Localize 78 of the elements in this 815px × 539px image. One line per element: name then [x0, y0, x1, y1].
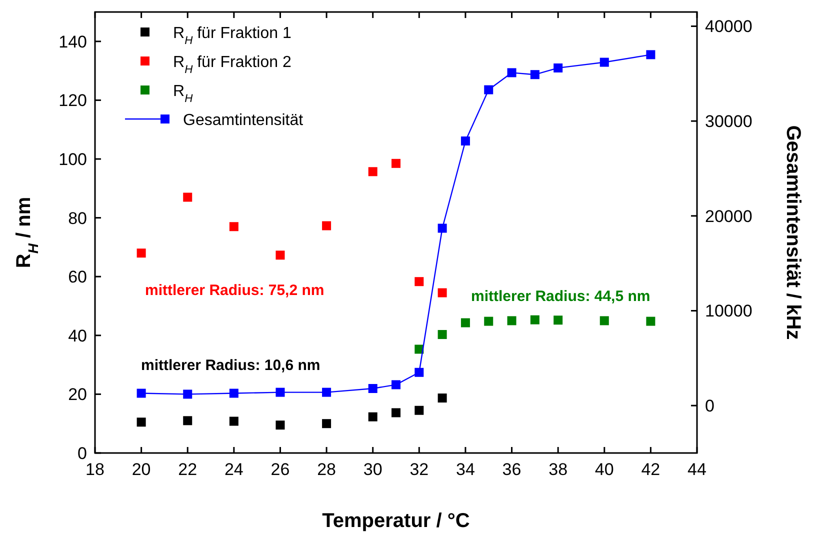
point	[530, 315, 540, 324]
legend-label: R$_{H}$ für Fraktion 2	[173, 54, 292, 76]
point	[322, 221, 332, 230]
point	[368, 384, 378, 394]
x-tick-label: 30	[363, 460, 382, 479]
annotation: mittlerer Radius: 10,6 nm	[141, 357, 320, 374]
point	[136, 418, 146, 427]
point	[484, 85, 494, 94]
point	[600, 316, 609, 326]
point	[414, 277, 424, 286]
annotation: mittlerer Radius: 44,5 nm	[471, 288, 650, 305]
point	[438, 394, 447, 403]
point	[368, 167, 378, 176]
point	[276, 388, 285, 397]
point	[554, 316, 563, 325]
x-tick-label: 40	[594, 460, 614, 479]
point	[438, 330, 447, 340]
point	[183, 390, 192, 399]
point	[322, 419, 332, 428]
point	[229, 222, 238, 232]
point	[322, 388, 332, 397]
y2-tick-label: 0	[705, 396, 714, 416]
point	[392, 408, 400, 418]
point	[484, 316, 494, 326]
legend-label: R$_{H}$ für Fraktion 1	[173, 25, 292, 47]
point	[414, 406, 424, 415]
annotation: mittlerer Radius: 75,2 nm	[145, 282, 324, 299]
y2-tick-label: 40000	[705, 17, 752, 36]
point	[507, 68, 516, 78]
point	[136, 388, 146, 398]
point	[460, 318, 470, 328]
y-tick-label: 120	[58, 91, 87, 110]
y2-tick-label: 10000	[705, 302, 752, 321]
point	[600, 58, 609, 67]
y-tick-label: 40	[68, 326, 87, 346]
point	[414, 368, 424, 377]
x-tick-label: 20	[132, 460, 151, 479]
point	[229, 416, 238, 426]
point	[392, 158, 400, 168]
point	[646, 316, 656, 326]
point	[229, 388, 238, 398]
point	[392, 380, 400, 390]
point	[646, 50, 656, 60]
y-tick-label: 100	[58, 150, 87, 169]
point	[183, 192, 192, 202]
x-tick-label: 18	[86, 460, 104, 479]
point	[438, 288, 447, 298]
x-tick-label: 26	[270, 460, 290, 479]
point	[554, 63, 563, 72]
x-tick-label: 36	[502, 460, 522, 479]
legend-label: Gesamtintensität	[183, 112, 304, 129]
x-tick-label: 32	[410, 460, 429, 479]
y-tick-label: 80	[68, 208, 87, 228]
y-tick-label: 20	[68, 385, 87, 404]
y-tick-label: 0	[78, 444, 87, 463]
point	[183, 416, 192, 426]
x-tick-label: 22	[178, 460, 198, 479]
x-tick-label: 34	[456, 460, 475, 479]
y2-axis-title: Gesamtintensität / kHz	[782, 125, 804, 340]
x-tick-label: 42	[641, 460, 660, 479]
point	[530, 70, 540, 80]
x-tick-label: 28	[317, 460, 336, 479]
x-tick-label: 24	[224, 460, 244, 479]
point	[438, 224, 447, 233]
point	[368, 412, 378, 422]
y2-tick-label: 20000	[705, 206, 752, 226]
y-tick-label: 60	[68, 268, 87, 287]
x-tick-label: 44	[688, 460, 706, 479]
legend-label: R$_{H}$	[173, 83, 194, 105]
point	[276, 250, 285, 260]
point	[507, 316, 516, 326]
y-tick-label: 140	[58, 32, 87, 52]
point	[276, 420, 285, 430]
point	[136, 248, 146, 258]
point	[460, 136, 470, 146]
x-axis-title: Temperatur / °C	[322, 510, 470, 532]
y2-tick-label: 30000	[705, 112, 752, 132]
x-tick-label: 38	[548, 460, 568, 479]
